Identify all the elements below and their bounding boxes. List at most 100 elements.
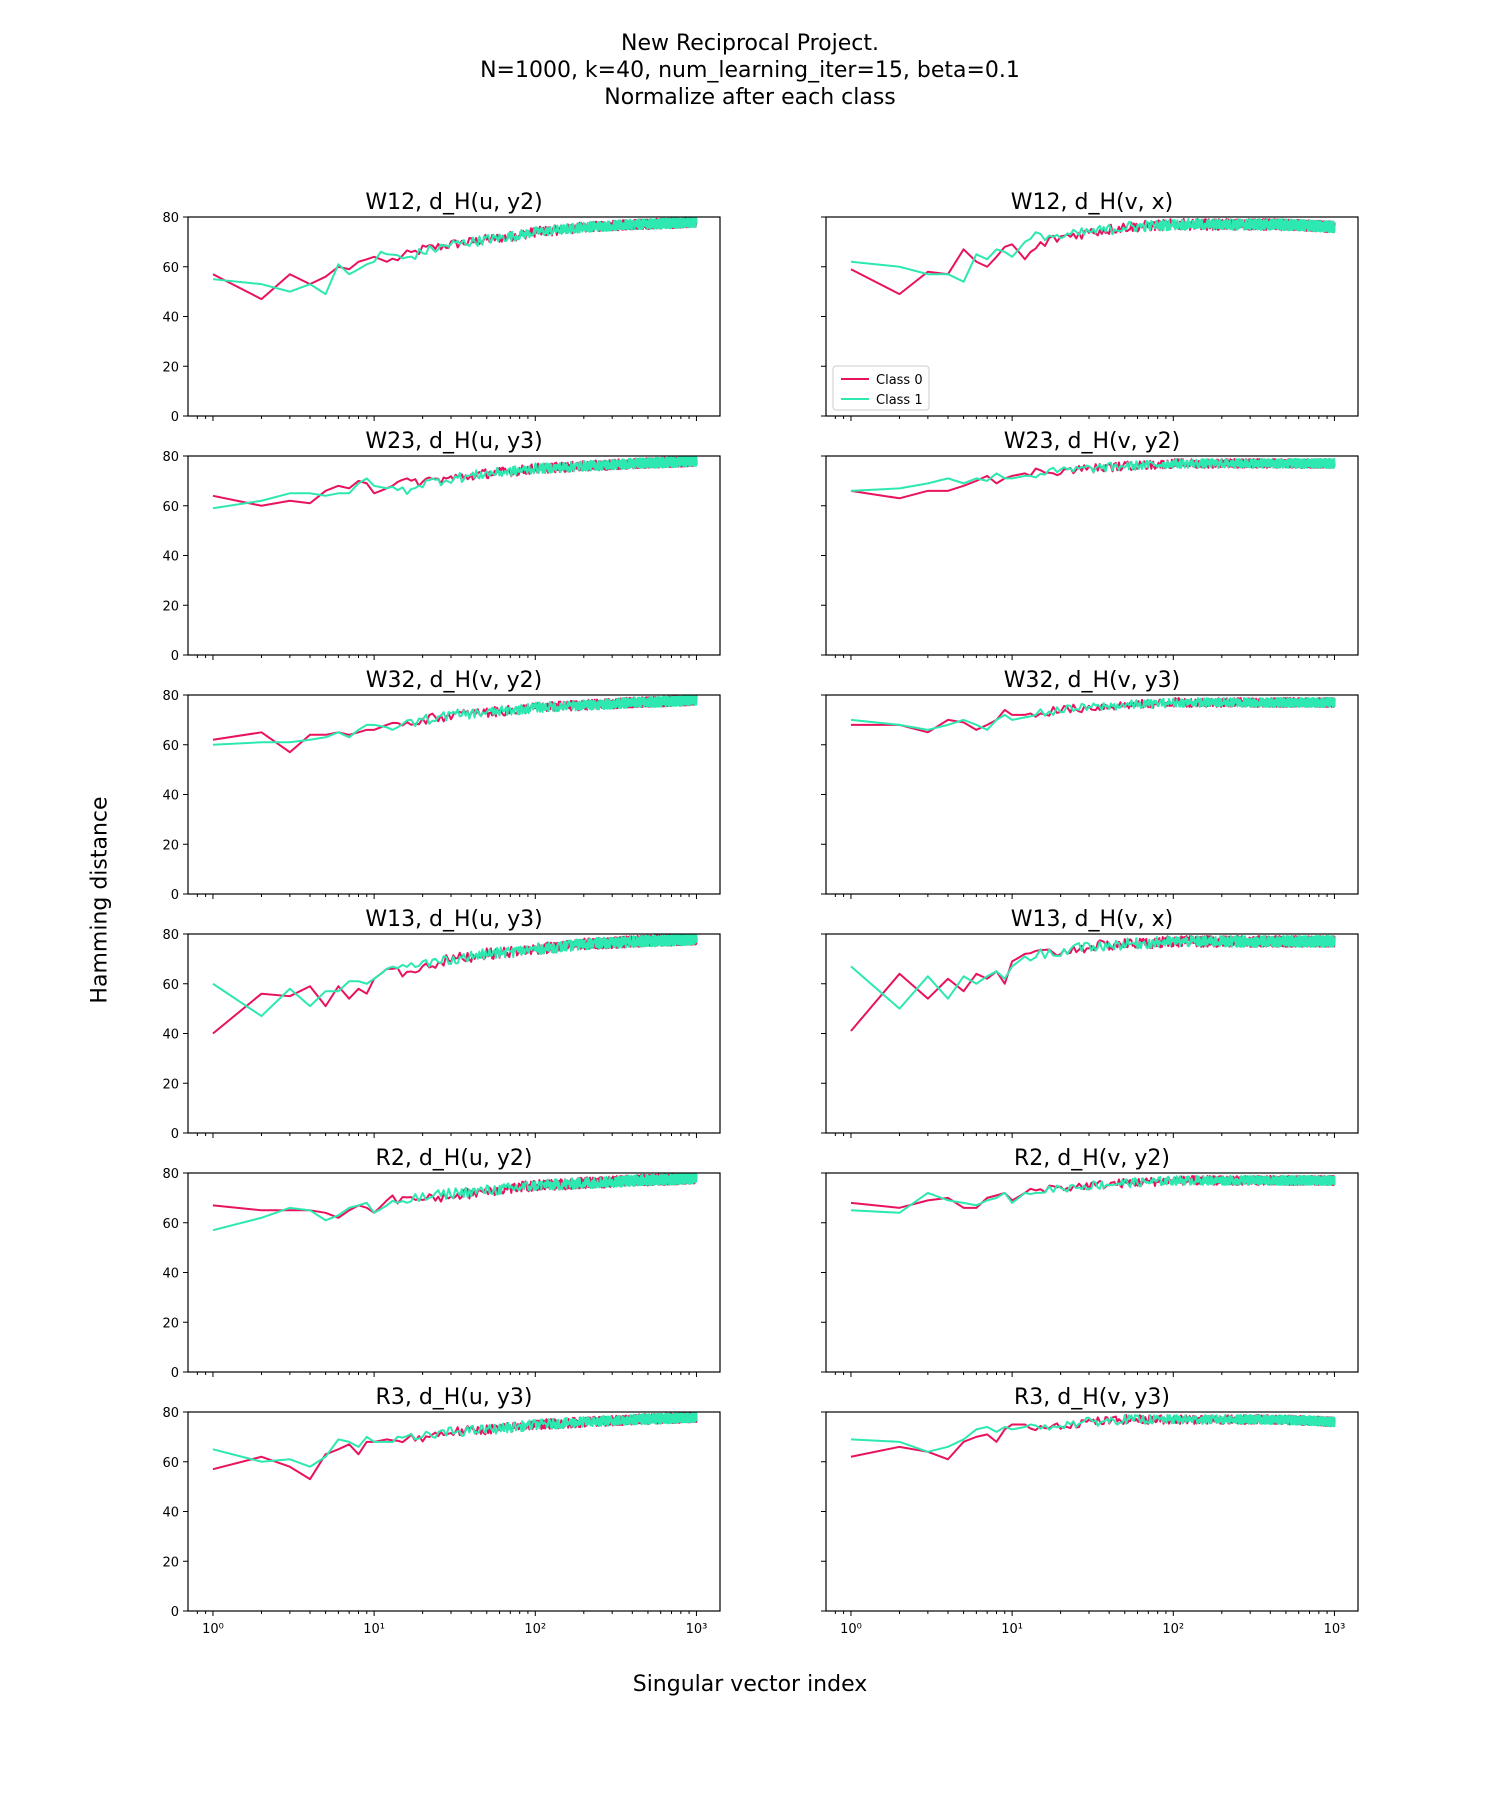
subplot-10: R2, d_H(v, y2) (821, 1146, 1359, 1377)
series-line-class-0 (212, 934, 698, 1035)
axes-frame (187, 216, 721, 417)
subplot-title: R2, d_H(u, y2) (376, 1146, 533, 1171)
series-line-class-1 (212, 1173, 698, 1232)
x-tick-label: 10⁰ (840, 1622, 862, 1637)
y-tick-label: 20 (162, 1555, 179, 1570)
y-tick-label: 40 (162, 1267, 179, 1282)
subplot-title: W32, d_H(v, y3) (1004, 668, 1180, 693)
series-line-class-1 (850, 218, 1336, 283)
series-group (850, 697, 1336, 734)
axes-frame (825, 694, 1359, 895)
y-tick-label: 0 (171, 410, 179, 425)
y-tick-label: 0 (171, 1605, 179, 1620)
subplot-title: W12, d_H(v, x) (1011, 190, 1173, 215)
series-line-class-1 (212, 456, 698, 510)
series-line-class-1 (850, 934, 1336, 1010)
y-tick-label: 20 (162, 838, 179, 853)
y-tick-label: 20 (162, 1077, 179, 1092)
y-tick-label: 60 (162, 1456, 179, 1471)
axes-frame (187, 455, 721, 656)
x-tick-label: 10¹ (1001, 1622, 1023, 1637)
x-tick-label: 10² (524, 1622, 546, 1637)
y-tick-label: 60 (162, 261, 179, 276)
subplot-title: W23, d_H(v, y2) (1004, 429, 1180, 454)
subplot-8: W13, d_H(v, x) (821, 907, 1359, 1138)
subplot-5: W32, d_H(v, y2) 0 20 40 60 80 (162, 668, 721, 903)
y-tick-label: 20 (162, 360, 179, 375)
x-tick-label: 10³ (1324, 1622, 1346, 1637)
figure-title-line-1: New Reciprocal Project. (621, 31, 879, 56)
y-tick-label: 40 (162, 1028, 179, 1043)
y-tick-label: 0 (171, 649, 179, 664)
series-line-class-1 (850, 697, 1336, 731)
series-group (850, 457, 1336, 500)
y-tick-label: 80 (162, 928, 179, 943)
axes-frame (825, 1172, 1359, 1373)
subplot-title: R2, d_H(v, y2) (1014, 1146, 1170, 1171)
subplot-title: R3, d_H(u, y3) (376, 1385, 533, 1410)
series-group (850, 1414, 1336, 1461)
legend-label: Class 0 (876, 373, 923, 388)
subplot-title: R3, d_H(v, y3) (1014, 1385, 1170, 1410)
series-group (212, 217, 698, 301)
series-line-class-1 (212, 1412, 698, 1468)
series-line-class-1 (850, 1414, 1336, 1453)
y-tick-label: 80 (162, 211, 179, 226)
y-tick-label: 40 (162, 789, 179, 804)
subplot-title: W13, d_H(u, y3) (365, 907, 542, 932)
y-tick-label: 60 (162, 978, 179, 993)
x-tick-label: 10¹ (363, 1622, 385, 1637)
y-tick-label: 80 (162, 1406, 179, 1421)
y-tick-label: 0 (171, 1127, 179, 1142)
figure-title: New Reciprocal Project. N=1000, k=40, nu… (0, 30, 1500, 111)
subplot-11: R3, d_H(u, y3) 0 20 40 60 80 10⁰ 10¹ 10² 10³ (162, 1385, 721, 1637)
y-tick-label: 40 (162, 550, 179, 565)
x-tick-label: 10⁰ (202, 1622, 224, 1637)
x-tick-label: 10³ (686, 1622, 708, 1637)
series-group (212, 695, 698, 754)
x-tick-label: 10² (1162, 1622, 1184, 1637)
subplot-title: W32, d_H(v, y2) (366, 668, 542, 693)
y-tick-label: 40 (162, 1506, 179, 1521)
figure-title-line-3: Normalize after each class (604, 85, 896, 110)
axes-frame (187, 933, 721, 1134)
series-line-class-1 (212, 934, 698, 1018)
series-group (850, 1174, 1336, 1214)
y-tick-label: 60 (162, 739, 179, 754)
y-tick-label: 40 (162, 311, 179, 326)
subplot-4: W23, d_H(v, y2) (821, 429, 1359, 660)
series-line-class-1 (212, 695, 698, 746)
series-group (212, 1173, 698, 1232)
series-line-class-0 (850, 935, 1336, 1032)
subplot-title: W12, d_H(u, y2) (365, 190, 542, 215)
axes-frame (825, 933, 1359, 1134)
y-tick-label: 80 (162, 689, 179, 704)
series-group (212, 934, 698, 1035)
y-tick-label: 80 (162, 1167, 179, 1182)
subplot-1: W12, d_H(u, y2) 0 20 40 60 80 (162, 190, 721, 425)
series-line-class-1 (850, 457, 1336, 492)
subplot-2: W12, d_H(v, x) Class 0 Class 1 (821, 190, 1359, 421)
series-group (212, 456, 698, 510)
y-tick-label: 0 (171, 1366, 179, 1381)
y-tick-label: 0 (171, 888, 179, 903)
x-axis-label: Singular vector index (632, 1672, 868, 1697)
series-line-class-0 (212, 217, 698, 301)
subplot-6: W32, d_H(v, y3) (821, 668, 1359, 899)
series-group (850, 218, 1336, 296)
legend: Class 0 Class 1 (832, 365, 930, 411)
axes-frame (825, 1411, 1359, 1612)
axes-frame (187, 694, 721, 895)
subplot-3: W23, d_H(u, y3) 0 20 40 60 80 (162, 429, 721, 664)
axes-frame (825, 455, 1359, 656)
y-tick-label: 60 (162, 1217, 179, 1232)
series-line-class-1 (212, 217, 698, 296)
y-tick-label: 20 (162, 1316, 179, 1331)
legend-label: Class 1 (876, 393, 923, 408)
subplot-title: W13, d_H(v, x) (1011, 907, 1173, 932)
figure-title-line-2: N=1000, k=40, num_learning_iter=15, beta… (480, 58, 1020, 83)
subplot-title: W23, d_H(u, y3) (365, 429, 542, 454)
axes-frame (187, 1411, 721, 1612)
subplot-12: R3, d_H(v, y3) 10⁰ 10¹ 10² 10³ (821, 1385, 1359, 1637)
